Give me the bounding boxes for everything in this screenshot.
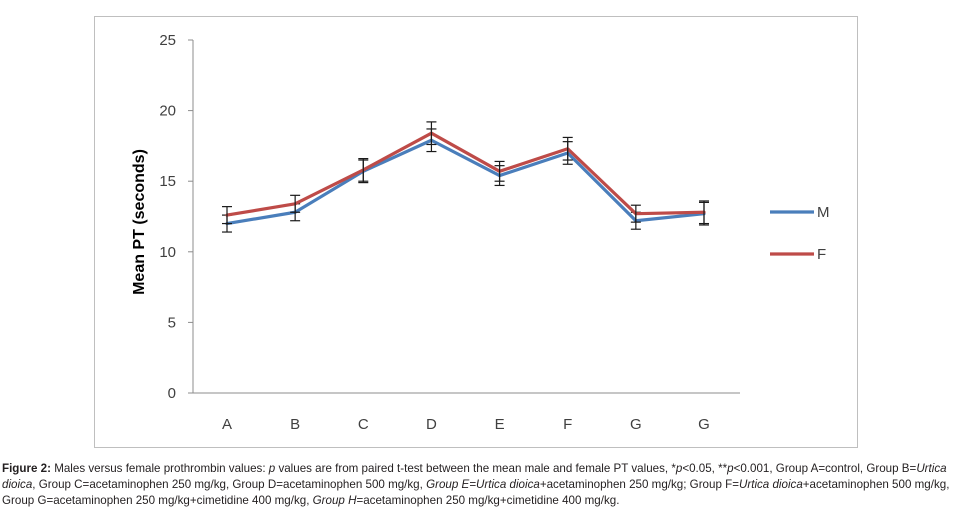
caption-run: +acetaminophen 250 mg/kg; Group F= [539,478,739,491]
caption-run: Males versus female prothrombin values: [50,462,269,475]
x-tick-label: A [222,416,232,433]
caption-run: =acetaminophen 250 mg/kg+cimetidine 400 … [356,494,620,507]
y-tick-label: 20 [159,103,176,120]
legend-label-f: F [817,246,826,263]
series-line-m [225,138,706,226]
caption-label: Figure 2: [2,462,51,475]
error-bar [562,136,573,161]
error-bar [290,194,301,213]
caption-run: * [671,462,676,475]
caption-run: p [727,462,734,475]
x-tick-label: G [698,416,710,433]
x-tick-label: G [630,416,642,433]
caption-run: Group E=Urtica dioica [426,478,540,491]
caption-run: p [268,462,276,475]
chart-frame [94,16,858,448]
y-tick-label: 0 [168,385,176,402]
series-f [222,121,709,225]
error-bar [358,158,369,182]
y-axis-title: Mean PT (seconds) [131,149,148,295]
caption-run: <0.001, Group A=control, Group B= [733,462,917,475]
caption-run: ** [718,462,728,475]
caption-run: <0.05, [682,462,719,475]
caption-text: Males versus female prothrombin values: … [2,462,949,507]
error-bar [426,121,437,146]
caption-run: Urtica dioica [738,478,803,491]
x-tick-label: F [563,416,572,433]
series-layer [222,121,709,233]
caption-run: +acetaminophen 500 mg/kg, Group G=acetam… [2,478,950,507]
error-bar [222,206,232,225]
caption-run: Urtica dioica [2,462,947,491]
series-line-f [225,131,706,217]
y-axis-ticks: 0 5 10 15 20 25 [159,32,193,402]
error-bar [630,204,641,223]
caption-run: values are from paired t-test between th… [275,462,672,475]
x-tick-label: C [358,416,369,433]
x-tick-label: B [290,416,300,433]
x-tick-label: E [495,416,505,433]
error-bar [699,200,709,225]
y-tick-label: 15 [159,173,176,190]
legend: MF [770,204,830,263]
figure-caption: Figure 2: Males versus female prothrombi… [2,461,958,509]
chart-axes [192,40,740,394]
y-tick-label: 5 [168,314,176,331]
caption-run: Group H [312,494,357,507]
legend-label-m: M [817,204,830,221]
caption-run: p [675,462,683,475]
y-tick-label: 10 [159,244,176,261]
caption-run: , Group C=acetaminophen 250 mg/kg, Group… [32,478,427,491]
x-tick-label: D [426,416,437,433]
y-tick-label: 25 [159,32,176,49]
error-bar [494,160,505,182]
